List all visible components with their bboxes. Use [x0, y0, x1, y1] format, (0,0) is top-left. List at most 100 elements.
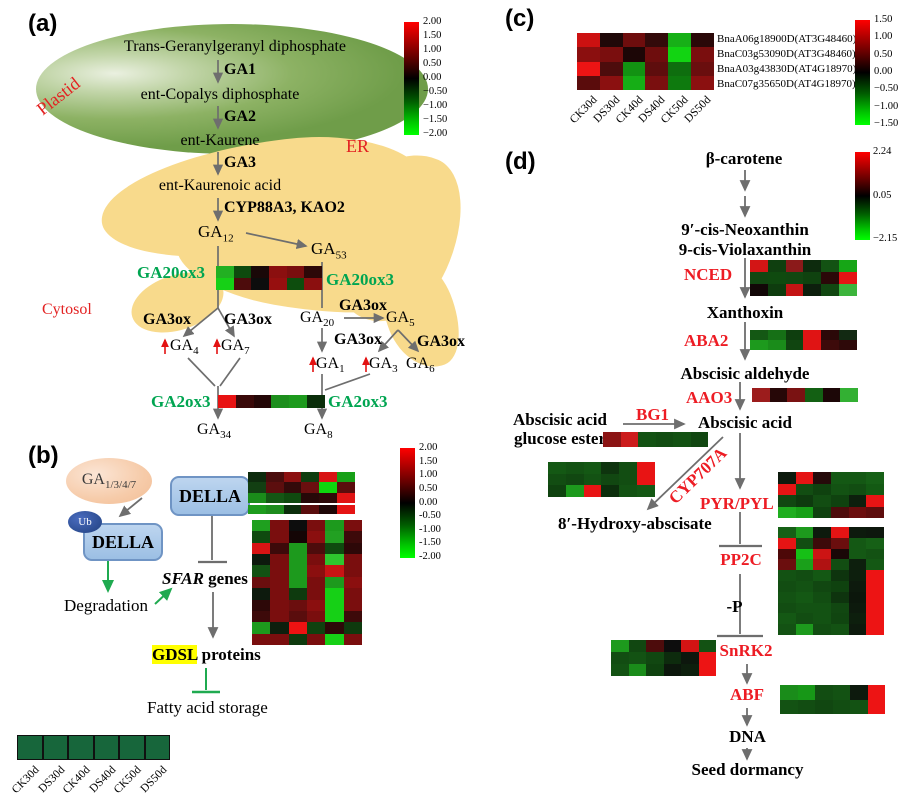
enzyme-bg1: BG1 [636, 405, 670, 424]
heatmap-cell [601, 462, 620, 474]
heatmap-cell [283, 472, 302, 483]
heatmap-cell [645, 33, 669, 48]
heatmap-cell [839, 272, 857, 284]
node-degradation: Degradation [64, 596, 149, 615]
heatmap-cell [815, 699, 833, 714]
heatmap-cell [252, 576, 271, 589]
colorbar-b [400, 448, 415, 558]
heatmap-cell [813, 613, 832, 625]
ub-ellipse: Ub [68, 511, 102, 533]
colorbar-tick: 1.00 [423, 44, 442, 55]
heatmap-cell [306, 542, 326, 555]
node-hydroxy-abscisate: 8′-Hydroxy-abscisate [558, 514, 712, 533]
heatmap-cell [265, 505, 284, 514]
heatmap-cell [668, 47, 692, 62]
heatmap-cell [698, 652, 716, 664]
heatmap-cell [252, 554, 271, 566]
heatmap-cell [691, 61, 714, 76]
heatmap-cell [646, 640, 664, 652]
heatmap-cell [325, 622, 344, 634]
heatmap-cell [848, 591, 867, 603]
heatmap-cell [663, 652, 681, 664]
heatmap-cell [767, 330, 786, 340]
heatmap-cell [325, 531, 344, 543]
heatmap-cell [866, 527, 885, 538]
enzyme-ga20ox3-right: GA20ox3 [326, 270, 394, 289]
heatmap-cell [778, 527, 796, 538]
heatmap-cell [866, 624, 885, 635]
heatmap-cell [283, 505, 302, 514]
enzyme-cyp88a3-kao2: CYP88A3, KAO2 [224, 199, 345, 216]
enzyme-ga3: GA3 [224, 154, 256, 171]
heatmap-cell [813, 591, 832, 603]
heatmap-cell [803, 260, 822, 272]
node-violaxanthin: 9-cis-Violaxanthin [678, 240, 812, 259]
enzyme-snrk2: SnRK2 [719, 641, 773, 660]
heatmap-cell [646, 652, 664, 664]
enzyme-ga3ox-4: GA3ox [334, 331, 382, 348]
panel-b-label: (b) [28, 442, 59, 469]
heatmap-cell [645, 47, 669, 62]
colorbar-tick: −0.50 [874, 83, 899, 95]
heatmap-cell [655, 432, 673, 447]
enzyme-nced: NCED [684, 265, 733, 284]
colorbar-tick: −1.50 [874, 117, 899, 129]
heatmap-cell [797, 685, 815, 700]
heatmap-cell [831, 506, 849, 518]
heatmap-cell [813, 483, 832, 495]
heatmap-cell [866, 602, 885, 614]
node-ga20: GA20 [300, 309, 335, 330]
colorbar-tick: 0.00 [419, 496, 438, 508]
heatmap-cell [785, 284, 804, 296]
heatmap-cell [795, 580, 814, 592]
heatmap-cell [286, 266, 305, 278]
heatmap-cell [813, 495, 832, 507]
heatmap-cell [803, 330, 822, 340]
heatmap-cell [821, 284, 840, 296]
heatmap-cell [831, 483, 849, 495]
heatmap-cell [628, 664, 646, 676]
heatmap-cell [319, 472, 338, 483]
heatmap-cell [645, 75, 669, 90]
heatmap-cell [548, 473, 566, 486]
heatmap-cell [691, 33, 714, 48]
heatmap-cell [288, 576, 307, 589]
heatmap-cell [252, 633, 271, 645]
heatmap-cell [795, 591, 814, 603]
colorbar-tick: −1.00 [874, 100, 899, 112]
heatmap-cell [831, 537, 849, 549]
heatmap-cell [577, 47, 600, 62]
heatmap-cell [821, 340, 840, 350]
node-ga3: GA3 [369, 355, 398, 376]
heatmap-b-top [248, 472, 355, 503]
colorbar-c [855, 20, 870, 125]
colorbar-tick: −2.00 [423, 128, 448, 139]
heatmap-cell [611, 640, 629, 652]
heatmap-cell [252, 610, 271, 623]
colorbar-tick: -1.00 [419, 523, 441, 535]
heatmap-cell [831, 527, 849, 538]
heatmap-cell [583, 485, 602, 498]
node-ga5: GA5 [386, 309, 415, 330]
enzyme-ga20ox3-left: GA20ox3 [137, 263, 205, 282]
heatmap-cell [218, 395, 236, 408]
heatmap-cell [288, 599, 307, 611]
heatmap-cell [750, 284, 768, 296]
heatmap-cell [301, 492, 320, 503]
heatmap-cell [795, 602, 814, 614]
heatmap-cell [831, 472, 849, 484]
node-abscisic-acid: Abscisic acid [698, 413, 792, 432]
heatmap-cell [306, 610, 326, 623]
heatmap-cell [778, 613, 796, 625]
ga-pool-ellipse: GA1/3/4/7 [66, 458, 152, 504]
heatmap-cell [778, 559, 796, 571]
gene-label: BnaA06g18900D(AT3G48460) [717, 32, 857, 45]
colorbar-tick: −2.15 [873, 233, 898, 244]
heatmap-cell [813, 570, 832, 581]
heatmap-cell [750, 272, 768, 284]
heatmap-cell [780, 685, 798, 700]
heatmap-cyp707a [548, 462, 655, 498]
colorbar-a [404, 22, 419, 135]
heatmap-cell [325, 520, 344, 532]
heatmap-cell [831, 570, 849, 581]
